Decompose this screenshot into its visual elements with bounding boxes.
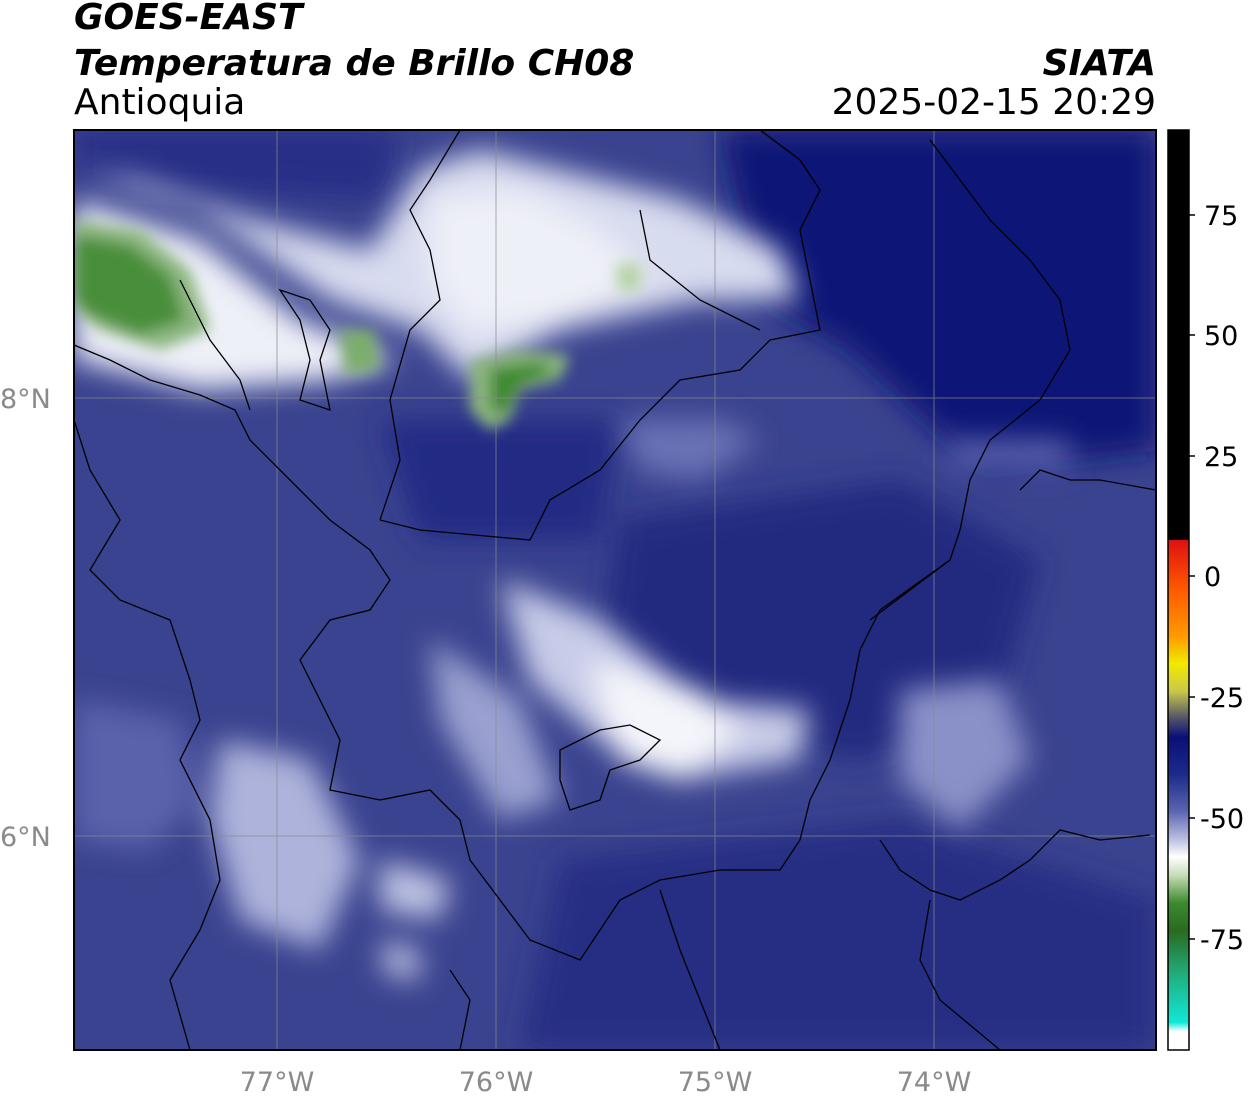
cold-cloud-tops [74, 220, 642, 430]
lon-axis: 77°W 76°W 75°W 74°W [240, 1067, 972, 1098]
colorbar-labels: 75 50 25 0 -25 -50 -75 [1200, 201, 1244, 956]
graticule [74, 130, 1156, 1050]
lon-label-75w: 75°W [678, 1067, 753, 1098]
lat-label-8n: 8°N [0, 384, 51, 415]
product-title: Temperatura de Brillo CH08 [74, 43, 635, 84]
timestamp-label: 2025-02-15 20:29 [831, 82, 1156, 123]
cold-regions [74, 130, 1156, 1050]
colorbar [1167, 129, 1190, 1051]
colorbar-label: -50 [1200, 804, 1244, 835]
lon-label-76w: 76°W [459, 1067, 534, 1098]
colorbar-label: 50 [1204, 321, 1238, 352]
lon-label-77w: 77°W [240, 1067, 315, 1098]
colorbar-label: 0 [1204, 562, 1221, 593]
lat-axis: 8°N 6°N [0, 384, 51, 853]
colorbar-label: 25 [1204, 442, 1238, 473]
map-field [74, 130, 1156, 1050]
colorbar-label: 75 [1204, 201, 1238, 232]
organization-label: SIATA [1042, 43, 1156, 84]
colorbar-label: -25 [1200, 683, 1244, 714]
cloud-bands [74, 150, 1070, 980]
map-frame [73, 129, 1157, 1051]
administrative-boundaries [74, 130, 1156, 1050]
lon-label-74w: 74°W [897, 1067, 972, 1098]
lat-label-6n: 6°N [0, 822, 51, 853]
colorbar-label: -75 [1200, 925, 1244, 956]
region-subtitle: Antioquia [74, 82, 246, 123]
colorbar-ticks [1189, 214, 1195, 940]
satellite-title: GOES-EAST [74, 0, 303, 38]
